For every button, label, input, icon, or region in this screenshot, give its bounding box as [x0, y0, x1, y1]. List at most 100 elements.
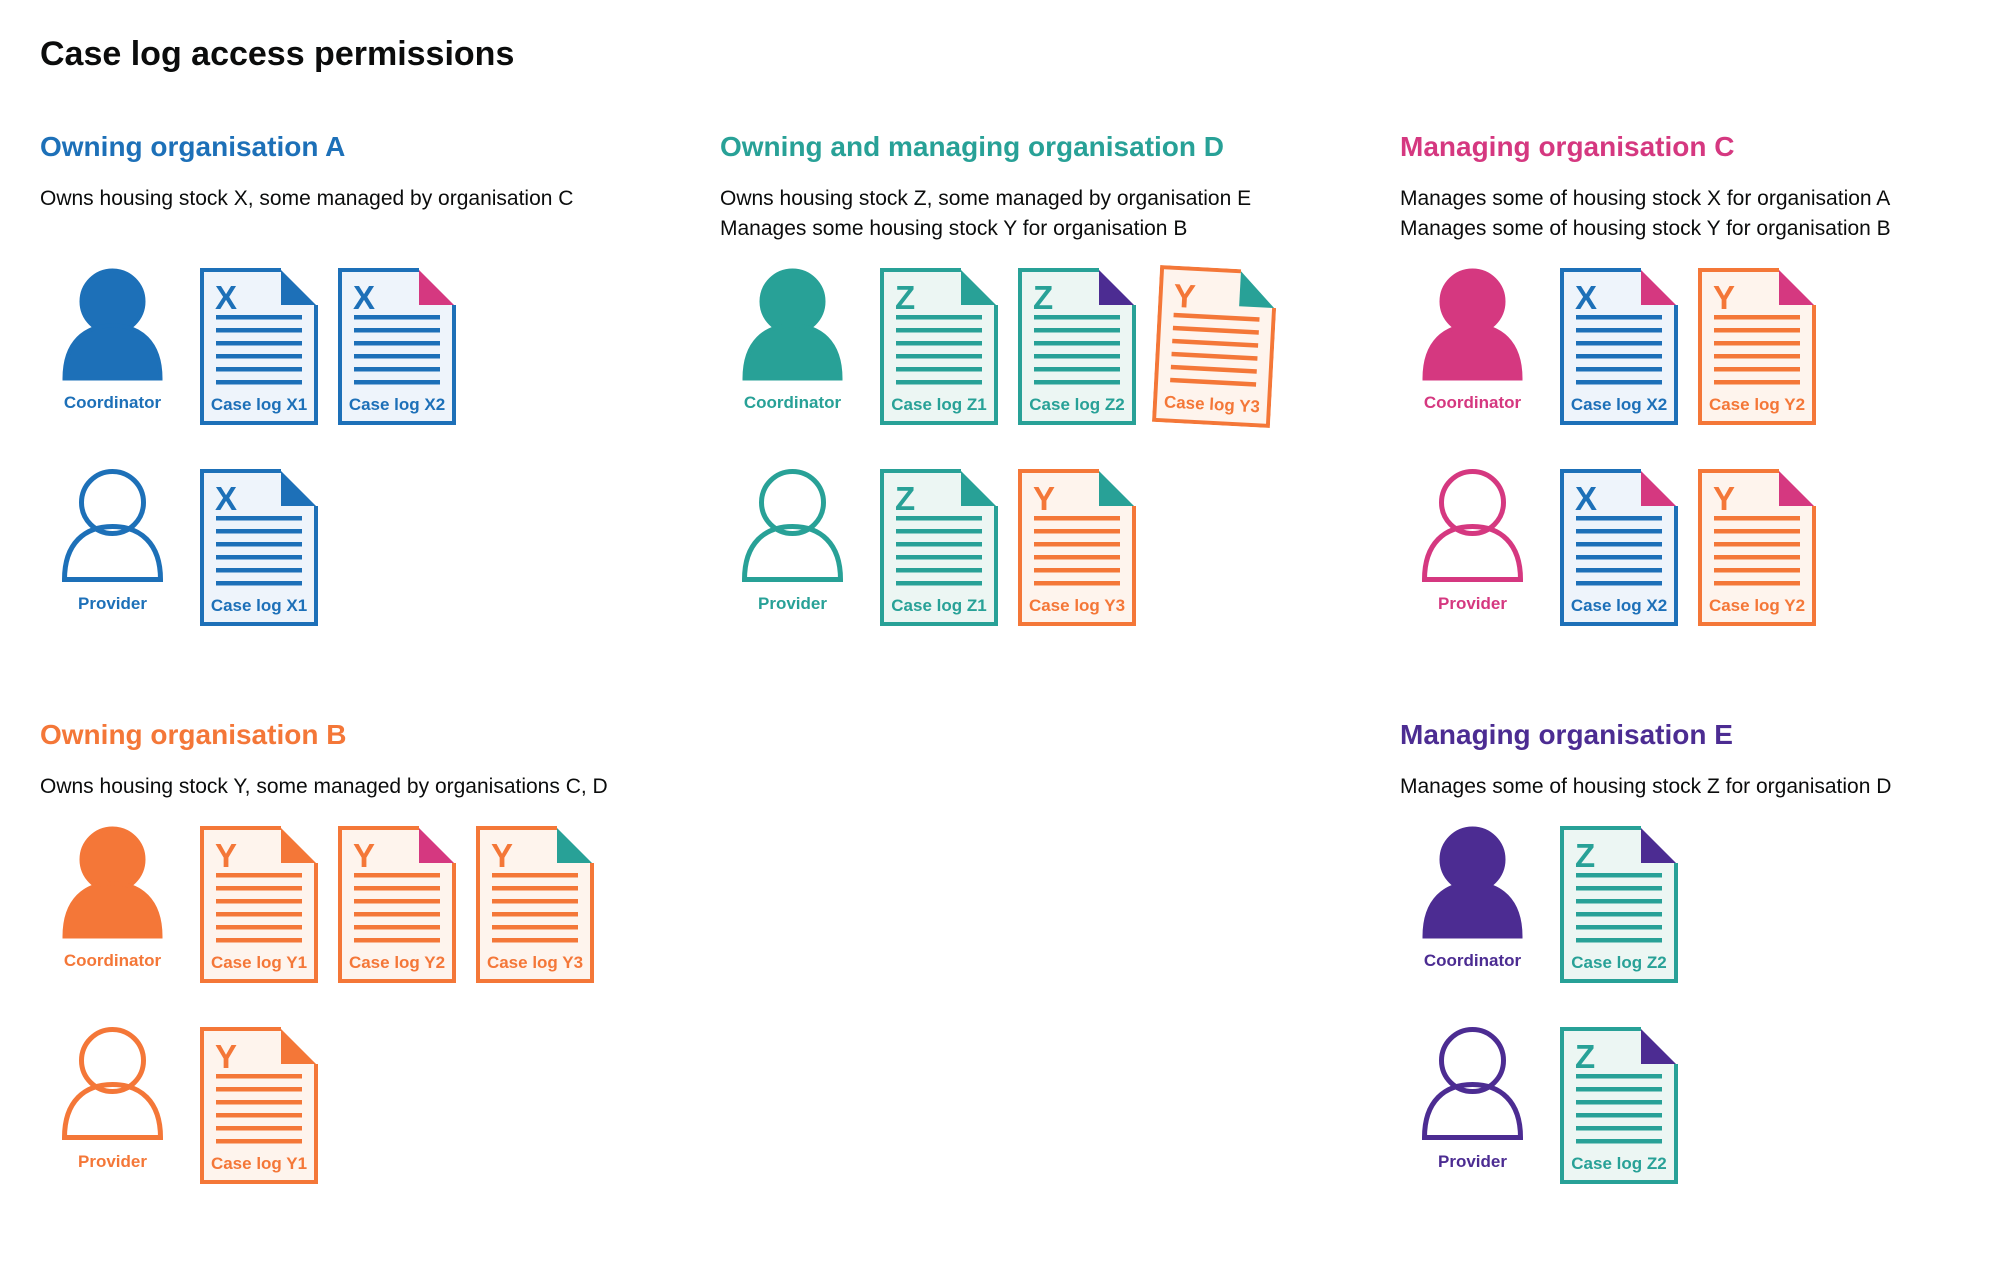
doc-label: Case log X2 [1571, 395, 1667, 414]
doc-text-line [492, 912, 578, 917]
doc-text-line [1576, 555, 1662, 560]
person-head [79, 826, 146, 893]
doc-text-line [216, 367, 302, 372]
doc-text-line [354, 315, 440, 320]
doc-label: Case log X2 [349, 395, 445, 414]
doc-label: Case log Y3 [487, 953, 583, 972]
doc-text-line [216, 925, 302, 930]
doc-text-line [354, 367, 440, 372]
doc-border [1698, 469, 1816, 626]
doc-page [1562, 270, 1676, 423]
doc-page [340, 828, 454, 981]
doc-text-line [1171, 351, 1258, 361]
section-title: Managing organisation C [1400, 131, 1735, 162]
doc-text-line [1576, 1139, 1662, 1144]
person-body [1421, 523, 1524, 582]
doc-letter: Z [895, 480, 915, 517]
doc-text-line [216, 542, 302, 547]
case-log-document: Z Case log Z2 [1560, 1027, 1678, 1184]
doc-text-line [1576, 1087, 1662, 1092]
case-log-docs: Z Case log Z2 [1560, 826, 1678, 983]
doc-text-line [1576, 542, 1662, 547]
case-log-doc-icon: X Case log X1 [200, 469, 318, 626]
case-log-document: X Case log X2 [1560, 268, 1678, 425]
doc-text-line [216, 938, 302, 943]
case-log-document: Y Case log Y1 [200, 826, 318, 983]
case-log-doc-icon: Y Case log Y1 [200, 826, 318, 983]
description-line: Manages some of housing stock X for orga… [1400, 187, 1891, 210]
doc-text-line [354, 925, 440, 930]
doc-text-line [354, 380, 440, 385]
role-label: Coordinator [1423, 951, 1522, 970]
case-log-document: X Case log X2 [1560, 469, 1678, 626]
doc-text-line [216, 516, 302, 521]
coordinator-figure: Coordinator [1420, 826, 1525, 971]
doc-label: Case log Y3 [1029, 596, 1125, 615]
doc-text-line [1576, 886, 1662, 891]
doc-letter: Y [353, 837, 375, 874]
folded-corner-icon [1239, 271, 1275, 309]
doc-text-line [216, 354, 302, 359]
folded-corner-icon [1641, 471, 1676, 506]
case-log-doc-icon: Z Case log Z2 [1560, 826, 1678, 983]
doc-border [200, 469, 318, 626]
doc-border [880, 469, 998, 626]
doc-text-line [216, 1100, 302, 1105]
doc-text-line [1172, 325, 1259, 335]
provider-figure: Provider [60, 1027, 165, 1172]
section-managing-organisation-c: Managing organisation C Manages some of h… [1400, 130, 2000, 626]
case-log-document: Y Case log Y1 [200, 1027, 318, 1184]
description-line: Manages some housing stock Y for organis… [720, 217, 1188, 240]
doc-border [1018, 469, 1136, 626]
coordinator-icon [62, 826, 163, 939]
case-log-docs: Z Case log Z1 Y Case log Y3 [880, 469, 1136, 626]
section-title: Owning organisation B [40, 719, 347, 750]
doc-border [200, 268, 318, 425]
doc-page [202, 270, 316, 423]
doc-page [1562, 471, 1676, 624]
provider-figure: Provider [60, 469, 165, 614]
case-log-doc-icon: Y Case log Y2 [1698, 469, 1816, 626]
case-log-doc-icon: X Case log X2 [338, 268, 456, 425]
doc-text-line [1576, 328, 1662, 333]
case-log-docs: Y Case log Y1 [200, 1027, 318, 1184]
coordinator-figure: Coordinator [60, 268, 165, 413]
case-log-docs: X Case log X2 Y Case log Y2 [1560, 469, 1816, 626]
doc-text-line [896, 354, 982, 359]
doc-page [882, 270, 996, 423]
doc-text-line [1034, 568, 1120, 573]
folded-corner-icon [1779, 471, 1814, 506]
doc-text-line [1714, 555, 1800, 560]
doc-page [1562, 1029, 1676, 1182]
doc-text-line [354, 354, 440, 359]
role-label: Provider [78, 1152, 147, 1171]
doc-text-line [1714, 380, 1800, 385]
case-log-doc-icon: Z Case log Z2 [1560, 1027, 1678, 1184]
doc-text-line [896, 516, 982, 521]
folded-corner-icon [1641, 1029, 1676, 1064]
doc-page [478, 828, 592, 981]
folded-corner-icon [1779, 270, 1814, 305]
case-log-doc-icon: X Case log X1 [200, 268, 318, 425]
folded-corner-icon [281, 1029, 316, 1064]
doc-text-line [1034, 542, 1120, 547]
description-line: Manages some of housing stock Z for orga… [1400, 775, 1892, 798]
section-owning-organisation-b: Owning organisation B Owns housing stock … [40, 718, 720, 1184]
doc-label: Case log Z2 [1571, 953, 1666, 972]
section-title: Managing organisation E [1400, 719, 1733, 750]
case-log-document: Y Case log Y2 [338, 826, 456, 983]
case-log-doc-icon: Y Case log Y2 [1698, 268, 1816, 425]
doc-page [1020, 471, 1134, 624]
doc-text-line [492, 899, 578, 904]
doc-text-line [896, 555, 982, 560]
coordinator-figure: Coordinator [740, 268, 845, 413]
doc-text-line [1170, 377, 1257, 387]
doc-border [1151, 265, 1277, 428]
role-row-coordinator: Coordinator Z Case log Z1 Z Case log Z2 Y Case… [720, 265, 1400, 428]
case-log-doc-icon: Y Case log Y3 [476, 826, 594, 983]
case-log-document: Z Case log Z1 [880, 268, 998, 425]
role-row-coordinator: Coordinator X Case log X1 X Case log X2 [40, 268, 720, 425]
doc-text-line [216, 899, 302, 904]
doc-text-line [1576, 1100, 1662, 1105]
coordinator-icon [742, 268, 843, 381]
